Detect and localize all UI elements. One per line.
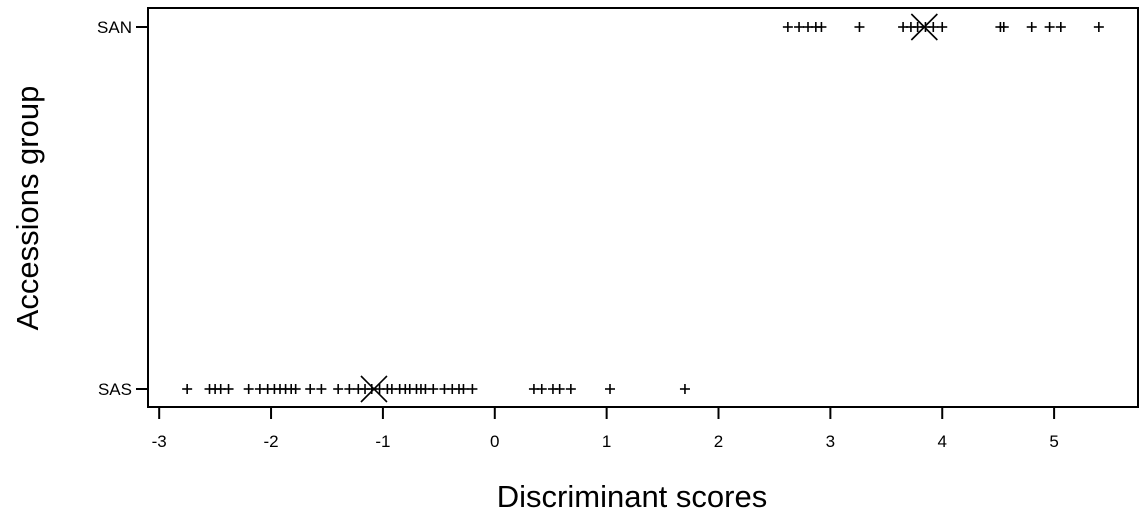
y-tick-label: SAS [98, 380, 132, 399]
x-tick-label: 2 [714, 432, 723, 451]
data-point [243, 384, 254, 394]
data-point [1093, 22, 1104, 32]
data-point [998, 22, 1009, 32]
group-mean-marker [910, 13, 938, 41]
data-point [290, 384, 301, 394]
y-axis-title: Accessions group [10, 86, 45, 331]
y-axis-ticks: SAN SAS [97, 18, 148, 399]
x-tick-label: 1 [602, 432, 611, 451]
x-tick-label: -2 [263, 432, 278, 451]
data-point [428, 384, 439, 394]
data-point [794, 22, 805, 32]
data-point [467, 384, 478, 394]
x-tick-label: -1 [375, 432, 390, 451]
data-point [458, 384, 469, 394]
data-point [554, 384, 565, 394]
data-point [937, 22, 948, 32]
data-point [816, 22, 827, 32]
x-tick-label: 4 [938, 432, 947, 451]
x-axis-ticks: -3 -2 -1 0 1 2 3 4 5 [152, 407, 1059, 451]
data-point [344, 384, 355, 394]
data-point [305, 384, 316, 394]
data-point [854, 22, 865, 32]
x-axis-title: Discriminant scores [497, 479, 767, 514]
x-tick-label: 5 [1049, 432, 1058, 451]
data-point [679, 384, 690, 394]
data-point [1026, 22, 1037, 32]
x-tick-label: 0 [490, 432, 499, 451]
data-point [223, 384, 234, 394]
data-point [182, 384, 193, 394]
data-point [782, 22, 793, 32]
data-point [928, 22, 939, 32]
data-point [536, 384, 547, 394]
data-points [182, 13, 1104, 403]
x-tick-label: 3 [826, 432, 835, 451]
group-mean-marker [360, 375, 388, 403]
data-point [565, 384, 576, 394]
y-tick-label: SAN [97, 18, 132, 37]
data-point [1055, 22, 1066, 32]
data-point [316, 384, 327, 394]
x-tick-label: -3 [152, 432, 167, 451]
data-point [333, 384, 344, 394]
data-point [605, 384, 615, 394]
plot-frame [147, 7, 1139, 408]
data-point [1044, 22, 1055, 32]
